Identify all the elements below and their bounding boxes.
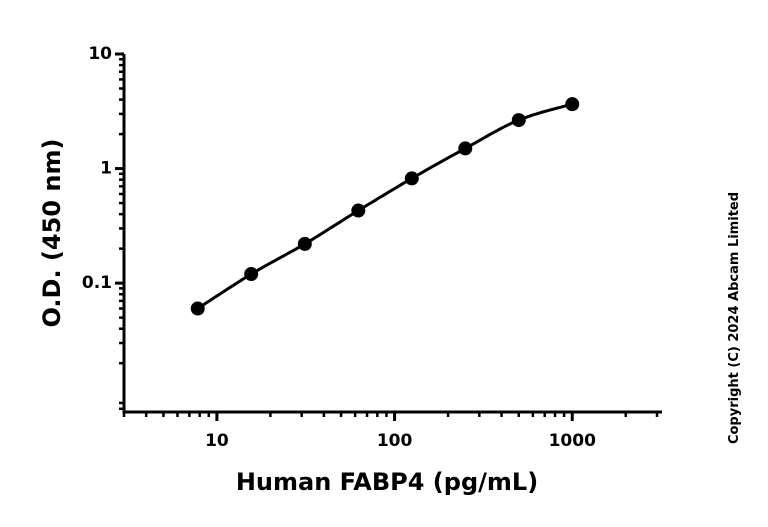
data-points — [190, 97, 580, 316]
x-tick-label-1000: 1000 — [549, 431, 596, 451]
data-point — [511, 113, 526, 128]
data-point — [458, 141, 473, 156]
copyright-text: Copyright (C) 2024 Abcam Limited — [727, 192, 742, 444]
data-point — [565, 97, 580, 112]
y-axis-title: O.D. (450 nm) — [38, 139, 66, 328]
y-tick-label-0.1: 0.1 — [82, 273, 112, 293]
axes — [122, 54, 662, 414]
data-point — [351, 203, 366, 218]
x-tick-labels: 10 100 1000 — [205, 431, 596, 451]
fit-curve — [196, 102, 573, 310]
x-ticks — [122, 412, 659, 421]
x-tick-label-100: 100 — [377, 431, 413, 451]
y-tick-labels: 10 1 0.1 — [82, 44, 112, 293]
y-ticks — [115, 52, 124, 411]
x-axis-title: Human FABP4 (pg/mL) — [236, 468, 538, 496]
data-point — [244, 267, 259, 282]
y-tick-label-10: 10 — [88, 44, 112, 64]
data-point — [297, 236, 312, 251]
y-tick-label-1: 1 — [100, 159, 112, 179]
data-point — [404, 171, 419, 186]
x-tick-label-10: 10 — [205, 431, 229, 451]
data-point — [190, 301, 205, 316]
